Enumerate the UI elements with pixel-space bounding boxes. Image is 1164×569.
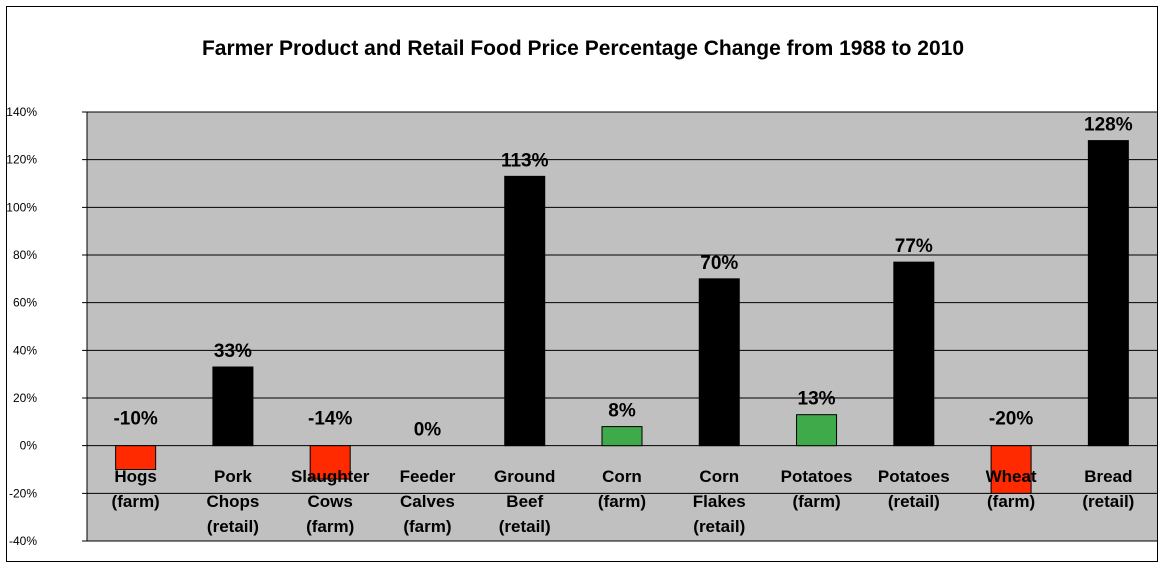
y-tick-label: 20%	[13, 391, 37, 405]
plot-area	[87, 112, 1157, 541]
category-label: (retail)	[888, 492, 940, 511]
category-label: (farm)	[112, 492, 160, 511]
bar	[990, 445, 1032, 494]
bar	[1087, 140, 1129, 447]
bar	[115, 445, 157, 470]
category-label: (farm)	[306, 517, 354, 536]
data-label: 77%	[895, 236, 933, 257]
y-tick-label: 140%	[7, 105, 37, 119]
data-label: 13%	[798, 389, 836, 410]
category-label: Slaughter	[291, 467, 370, 486]
category-label: Flakes	[693, 492, 746, 511]
data-label: 113%	[501, 150, 549, 171]
data-label: -10%	[113, 409, 157, 430]
y-tick-label: 40%	[13, 343, 37, 357]
category-label: Wheat	[986, 467, 1037, 486]
data-label: -20%	[989, 409, 1033, 430]
bar	[601, 426, 643, 447]
category-label: Chops	[206, 492, 259, 511]
category-label: Bread	[1084, 467, 1132, 486]
chart-title: Farmer Product and Retail Food Price Per…	[201, 37, 965, 60]
category-label: (farm)	[792, 492, 840, 511]
data-label: 128%	[1084, 115, 1133, 136]
category-label: (farm)	[987, 492, 1035, 511]
y-tick-label: 120%	[7, 153, 37, 167]
category-label: (farm)	[598, 492, 646, 511]
category-label: (retail)	[693, 517, 745, 536]
category-label: Beef	[506, 492, 543, 511]
category-label: Hogs	[114, 467, 157, 486]
bar	[698, 278, 740, 447]
category-label: Potatoes	[781, 467, 853, 486]
data-label: 70%	[700, 253, 738, 274]
bar	[504, 175, 546, 447]
category-label: Corn	[602, 467, 642, 486]
category-label: Calves	[400, 492, 455, 511]
y-tick-label: -20%	[9, 486, 37, 500]
bar	[309, 445, 351, 480]
data-label: 33%	[214, 341, 252, 362]
category-label: (retail)	[499, 517, 551, 536]
y-tick-label: 100%	[7, 200, 37, 214]
bar	[893, 261, 935, 447]
y-tick-label: 60%	[13, 296, 37, 310]
chart-frame: Farmer Product and Retail Food Price Per…	[6, 6, 1158, 562]
category-label: (retail)	[207, 517, 259, 536]
category-label: Pork	[214, 467, 252, 486]
category-label: Feeder	[400, 467, 456, 486]
data-label: -14%	[308, 409, 352, 430]
category-label: (farm)	[403, 517, 451, 536]
data-label: 8%	[608, 401, 636, 422]
category-label: Cows	[308, 492, 353, 511]
bar	[212, 366, 254, 447]
y-tick-label: 0%	[20, 439, 38, 453]
category-label: Ground	[494, 467, 555, 486]
bar	[796, 414, 838, 447]
category-label: Corn	[699, 467, 739, 486]
y-tick-label: -40%	[9, 534, 37, 548]
data-label: 0%	[414, 420, 442, 441]
category-label: (retail)	[1082, 492, 1134, 511]
y-tick-label: 80%	[13, 248, 37, 262]
bar-chart: 140% 120% 100% 80% 60% 40% 20% 0% -20% -40% -10% 3…	[7, 105, 1157, 548]
category-label: Potatoes	[878, 467, 950, 486]
